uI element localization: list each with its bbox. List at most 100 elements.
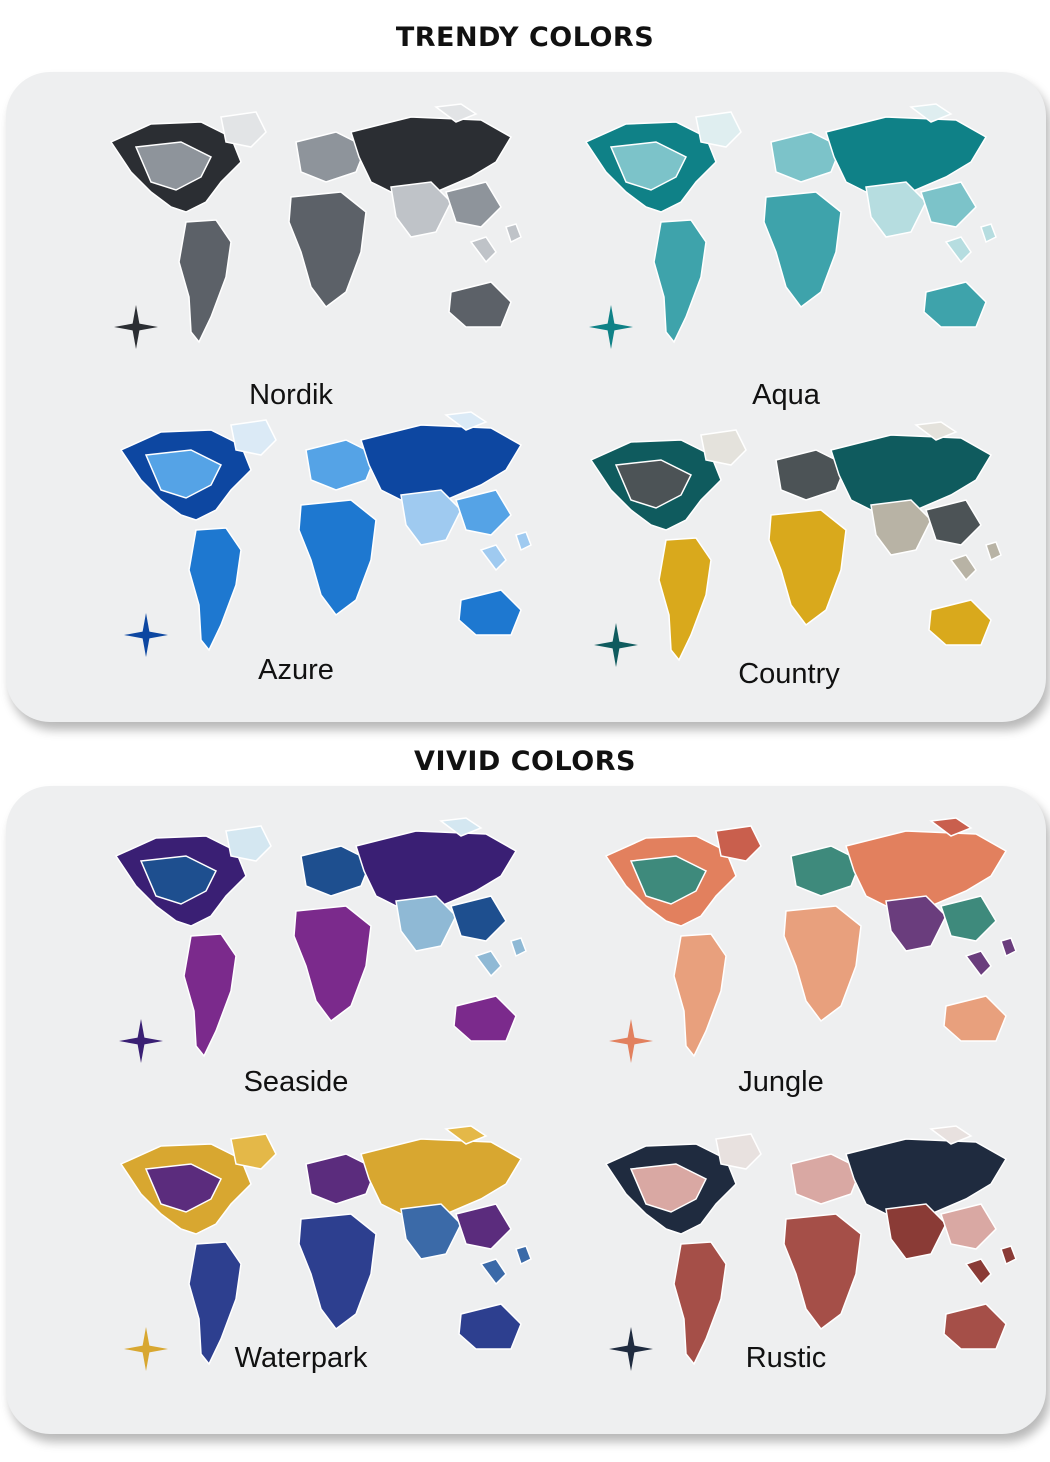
continent-shape (609, 141, 688, 191)
continent-shape (434, 103, 478, 123)
continent-shape (770, 131, 842, 183)
continent-shape (450, 895, 507, 942)
continent-shape (614, 459, 693, 509)
continent-shape (870, 499, 932, 556)
world-map-graphic (119, 411, 532, 657)
continent-shape (458, 1303, 522, 1350)
continent-shape (658, 537, 712, 662)
continent-shape (949, 554, 977, 582)
world-map-graphic (604, 1125, 1017, 1371)
continent-shape (144, 1163, 223, 1213)
variant-label-jungle: Jungle (738, 1066, 824, 1098)
continent-shape (629, 1163, 708, 1213)
variant-label-nordik: Nordik (249, 379, 333, 411)
continent-shape (230, 1133, 277, 1170)
continent-shape (225, 825, 272, 862)
continent-shape (298, 1213, 377, 1331)
variant-label-rustic: Rustic (745, 1342, 827, 1374)
compass-rose-icon (589, 305, 633, 349)
world-map-image-nordik (91, 102, 551, 362)
continent-shape (479, 1258, 507, 1286)
continent-shape (653, 219, 707, 344)
world-map-graphic (119, 1125, 532, 1371)
world-map-graphic (589, 421, 1002, 667)
continent-shape (288, 191, 367, 309)
compass-rose-icon (594, 623, 638, 667)
continent-shape (144, 449, 223, 499)
compass-rose-icon (609, 1327, 653, 1371)
continent-shape (673, 1241, 727, 1366)
continent-shape (444, 411, 488, 431)
continent-shape (790, 1153, 862, 1205)
continent-shape (298, 499, 377, 617)
continent-shape (943, 1303, 1007, 1350)
variant-label-aqua: Aqua (752, 379, 820, 411)
world-map-image-azure (101, 410, 561, 670)
continent-shape (479, 544, 507, 572)
compass-rose-icon (114, 305, 158, 349)
continent-shape (139, 855, 218, 905)
continent-shape (929, 817, 973, 837)
continent-shape (474, 950, 502, 978)
continent-shape (390, 181, 452, 238)
world-map-image-rustic (586, 1124, 1046, 1384)
continent-shape (940, 895, 997, 942)
continent-shape (515, 1245, 532, 1266)
variant-label-country: Country (738, 658, 840, 690)
continent-shape (885, 895, 947, 952)
continent-shape (305, 1153, 377, 1205)
continent-shape (300, 845, 372, 897)
continent-shape (673, 933, 727, 1058)
continent-shape (188, 527, 242, 652)
continent-shape (183, 933, 237, 1058)
world-map-graphic (604, 817, 1017, 1063)
continent-shape (444, 1125, 488, 1145)
compass-rose-icon (119, 1019, 163, 1063)
world-map-image-waterpark (101, 1124, 561, 1384)
continent-shape (395, 895, 457, 952)
world-map-graphic (114, 817, 527, 1063)
variant-label-azure: Azure (258, 654, 334, 686)
continent-shape (909, 103, 953, 123)
continent-shape (763, 191, 842, 309)
continent-shape (295, 131, 367, 183)
continent-shape (230, 419, 277, 456)
continent-shape (1000, 937, 1017, 958)
continent-shape (783, 905, 862, 1023)
continent-shape (400, 1203, 462, 1260)
continent-shape (293, 905, 372, 1023)
continent-shape (944, 236, 972, 264)
compass-rose-icon (124, 1327, 168, 1371)
continent-shape (985, 541, 1002, 562)
continent-shape (445, 181, 502, 228)
continent-shape (865, 181, 927, 238)
continent-shape (1000, 1245, 1017, 1266)
section-trendy-title: TRENDY COLORS (395, 22, 655, 53)
world-map-image-aqua (566, 102, 1026, 362)
continent-shape (178, 219, 232, 344)
continent-shape (914, 421, 958, 441)
world-map-image-jungle (586, 816, 1046, 1076)
continent-shape (220, 111, 267, 148)
continent-shape (925, 499, 982, 546)
continent-shape (515, 531, 532, 552)
continent-shape (700, 429, 747, 466)
compass-rose-icon (124, 613, 168, 657)
world-map-image-seaside (96, 816, 556, 1076)
continent-shape (943, 995, 1007, 1042)
continent-shape (715, 1133, 762, 1170)
world-map-image-country (571, 420, 1031, 680)
continent-shape (458, 589, 522, 636)
continent-shape (400, 489, 462, 546)
continent-shape (455, 1203, 512, 1250)
continent-shape (940, 1203, 997, 1250)
world-map-graphic (584, 103, 997, 349)
continent-shape (448, 281, 512, 328)
continent-shape (453, 995, 517, 1042)
continent-shape (885, 1203, 947, 1260)
continent-shape (305, 439, 377, 491)
continent-shape (469, 236, 497, 264)
continent-shape (929, 1125, 973, 1145)
continent-shape (964, 1258, 992, 1286)
continent-shape (695, 111, 742, 148)
